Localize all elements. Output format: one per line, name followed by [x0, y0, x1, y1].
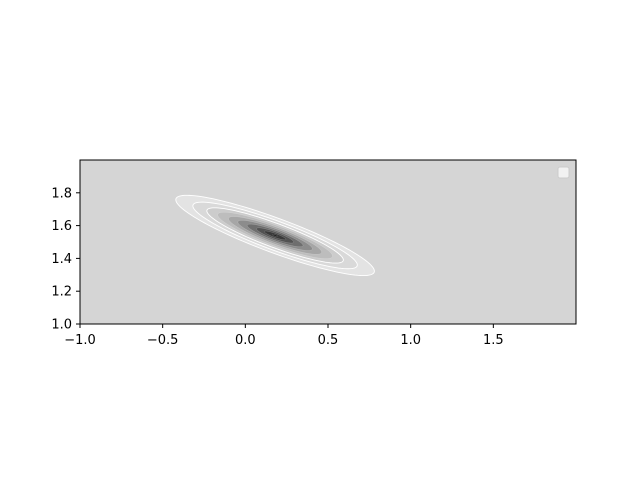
x-tick-label: −0.5 — [147, 333, 179, 348]
contour-level-10 — [272, 234, 279, 237]
y-axis: 1.0 1.2 1.4 1.6 1.8 — [51, 186, 80, 333]
y-tick-label: 1.0 — [51, 318, 72, 333]
legend-box — [557, 166, 570, 179]
x-tick-label: 0.0 — [235, 333, 256, 348]
x-tick-label: −1.0 — [64, 333, 96, 348]
y-tick-label: 1.2 — [51, 285, 72, 300]
y-tick-label: 1.6 — [51, 219, 72, 234]
x-axis: −1.0 −0.5 0.0 0.5 1.0 1.5 — [64, 324, 504, 348]
y-tick-label: 1.8 — [51, 186, 72, 201]
x-tick-label: 1.5 — [483, 333, 504, 348]
contour-levels — [175, 194, 375, 277]
x-tick-label: 1.0 — [400, 333, 421, 348]
y-tick-label: 1.4 — [51, 252, 72, 267]
x-tick-label: 0.5 — [318, 333, 339, 348]
